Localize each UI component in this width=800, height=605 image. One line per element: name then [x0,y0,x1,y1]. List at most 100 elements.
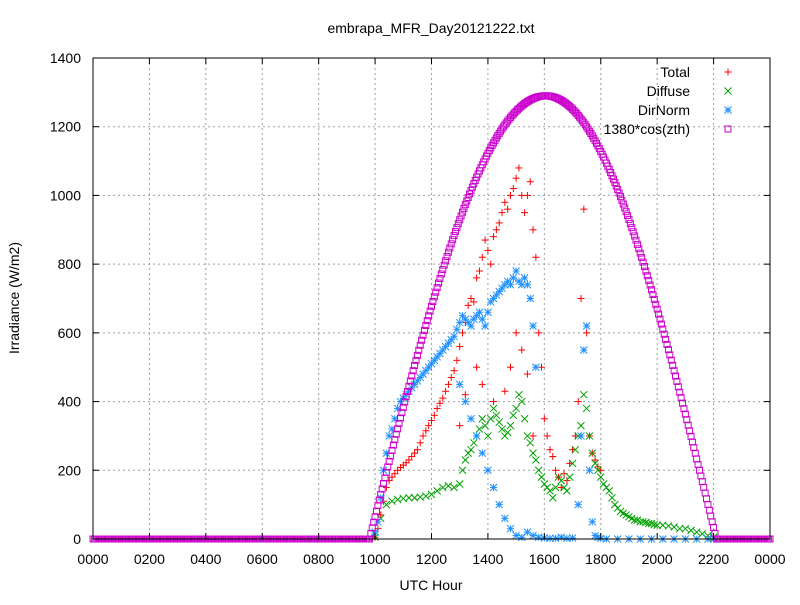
data-point [458,466,467,475]
data-point [506,421,515,430]
data-point [653,521,662,530]
data-point [487,260,495,268]
data-point [523,432,532,440]
data-point [624,212,632,220]
x-tick-label: 0000 [754,551,785,567]
data-point [478,414,487,423]
data-point [667,356,675,364]
data-point [492,411,501,420]
data-point [384,463,392,471]
data-point [475,308,484,317]
x-tick-label: 1600 [529,551,560,567]
data-point [454,220,462,228]
data-point [512,531,520,540]
data-point [543,432,551,440]
data-point [526,178,534,186]
y-tick-label: 600 [58,325,82,341]
data-point [568,459,577,468]
data-point [594,466,602,475]
data-point [616,193,624,201]
y-tick-label: 1200 [50,119,81,135]
data-point [679,399,687,407]
data-point [484,432,492,440]
data-point [500,514,509,523]
data-point [596,473,605,482]
data-point [636,249,644,257]
data-point [692,528,701,536]
data-point [473,274,481,282]
data-point [413,351,421,359]
data-point [660,330,668,338]
data-point [387,452,395,460]
data-point [647,519,656,528]
data-point [535,329,543,337]
data-point [672,372,680,380]
data-point [405,493,413,502]
data-point [489,404,498,413]
data-point [388,446,396,454]
data-marks [89,92,774,543]
data-point [588,449,597,457]
data-point [439,266,447,274]
data-point [664,346,672,354]
data-point [433,404,441,412]
data-point [453,356,461,364]
data-point [635,245,643,253]
data-point [472,432,481,440]
series-diffuse [371,390,718,542]
legend: Total Diffuse DirNorm 1380*cos(zth) [604,64,732,137]
data-point [425,312,433,320]
data-point [484,308,492,317]
x-tick-label: 1800 [585,551,616,567]
data-point [591,456,599,464]
data-point [506,191,514,199]
data-point [629,228,637,236]
data-point [577,421,585,430]
y-tick-label: 1000 [50,187,81,203]
data-point [449,236,457,244]
data-point [475,267,483,275]
data-point [490,233,498,241]
data-point [427,490,436,499]
data-point [388,497,396,506]
data-point [442,387,450,395]
data-point [495,219,503,227]
data-point [521,209,529,217]
data-point [583,329,591,337]
data-point [418,336,426,344]
data-point [565,473,574,482]
legend-marker [724,106,732,114]
data-point [512,174,520,182]
data-point [652,300,660,308]
data-point [670,523,678,531]
data-point [461,397,470,406]
data-point [382,500,391,509]
data-point [650,520,659,529]
data-point [416,341,424,349]
data-point [532,253,540,261]
data-point [446,244,454,252]
data-point [422,492,430,500]
data-point [520,274,529,282]
data-point [467,322,475,330]
data-point [429,298,437,306]
data-point [396,414,404,422]
data-point [659,325,667,333]
data-point [526,438,535,447]
data-point [402,393,410,401]
data-point [515,164,523,172]
data-point [436,274,444,282]
data-point [585,466,594,475]
data-point [467,445,475,454]
data-point [428,416,435,424]
data-point [484,246,492,254]
data-point [426,307,434,315]
data-point [646,281,654,289]
data-point [504,205,512,213]
data-point [619,200,627,208]
data-point [512,329,520,337]
data-point [557,476,566,485]
data-point [548,493,557,502]
data-point [501,198,509,206]
